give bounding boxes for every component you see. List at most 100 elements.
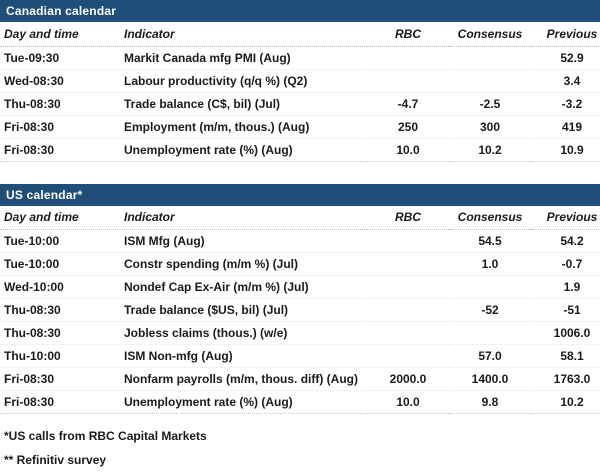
previous-cell: 10.2: [531, 390, 600, 414]
table-row: Fri-08:30 Unemployment rate (%) (Aug) 10.0…: [0, 138, 600, 162]
col-header-day-and-time: Day and time: [0, 22, 120, 47]
previous-cell: 10.9: [531, 138, 600, 162]
indicator-cell: ISM Non-mfg (Aug): [120, 344, 367, 368]
consensus-cell: 300: [449, 115, 531, 139]
col-header-consensus: Consensus: [449, 205, 531, 230]
indicator-cell: Markit Canada mfg PMI (Aug): [120, 46, 367, 70]
consensus-cell: -2.5: [449, 92, 531, 116]
day-time-cell: Wed-10:00: [0, 275, 120, 299]
indicator-cell: Trade balance (C$, bil) (Jul): [120, 92, 367, 116]
footnotes: *US calls from RBC Capital Markets ** Re…: [0, 426, 600, 473]
indicator-cell: Trade balance ($US, bil) (Jul): [120, 298, 367, 322]
us-table-head: Day and time Indicator RBC Consensus Pre…: [0, 205, 600, 230]
table-row: Thu-08:30 Trade balance ($US, bil) (Jul) -…: [0, 298, 600, 322]
col-header-rbc: RBC: [367, 22, 449, 47]
col-header-rbc: RBC: [367, 205, 449, 230]
consensus-cell: 54.5: [449, 229, 531, 253]
day-time-cell: Tue-10:00: [0, 252, 120, 276]
table-row: Fri-08:30 Employment (m/m, thous.) (Aug) 2…: [0, 115, 600, 139]
us-calendar-table: Day and time Indicator RBC Consensus Pre…: [0, 205, 600, 414]
consensus-cell: [449, 321, 531, 345]
rbc-cell: 250: [367, 115, 449, 139]
previous-cell: 3.4: [531, 69, 600, 93]
col-header-previous: Previous: [531, 205, 600, 230]
consensus-cell: [449, 46, 531, 70]
canadian-calendar-header: Canadian calendar: [0, 0, 600, 22]
previous-cell: -51: [531, 298, 600, 322]
consensus-cell: [449, 69, 531, 93]
previous-cell: 58.1: [531, 344, 600, 368]
col-header-previous: Previous: [531, 22, 600, 47]
consensus-cell: 57.0: [449, 344, 531, 368]
table-row: Thu-10:00 ISM Non-mfg (Aug) 57.0 58.1: [0, 344, 600, 368]
day-time-cell: Tue-10:00: [0, 229, 120, 253]
column-header-row: Day and time Indicator RBC Consensus Pre…: [0, 22, 600, 47]
indicator-cell: Nondef Cap Ex-Air (m/m %) (Jul): [120, 275, 367, 299]
day-time-cell: Wed-08:30: [0, 69, 120, 93]
table-row: Thu-08:30 Trade balance (C$, bil) (Jul) -4…: [0, 92, 600, 116]
indicator-cell: ISM Mfg (Aug): [120, 229, 367, 253]
rbc-cell: [367, 321, 449, 345]
consensus-cell: [449, 275, 531, 299]
table-row: Tue-09:30 Markit Canada mfg PMI (Aug) 52.9: [0, 46, 600, 70]
rbc-cell: [367, 252, 449, 276]
previous-cell: 54.2: [531, 229, 600, 253]
rbc-cell: [367, 46, 449, 70]
table-row: Wed-08:30 Labour productivity (q/q %) (Q2…: [0, 69, 600, 93]
indicator-cell: Nonfarm payrolls (m/m, thous. diff) (Aug…: [120, 367, 367, 391]
indicator-cell: Unemployment rate (%) (Aug): [120, 390, 367, 414]
day-time-cell: Fri-08:30: [0, 138, 120, 162]
rbc-cell: [367, 275, 449, 299]
table-row: Tue-10:00 ISM Mfg (Aug) 54.5 54.2: [0, 229, 600, 253]
indicator-cell: Unemployment rate (%) (Aug): [120, 138, 367, 162]
indicator-cell: Labour productivity (q/q %) (Q2): [120, 69, 367, 93]
previous-cell: 419: [531, 115, 600, 139]
day-time-cell: Thu-08:30: [0, 321, 120, 345]
rbc-cell: 10.0: [367, 138, 449, 162]
day-time-cell: Thu-10:00: [0, 344, 120, 368]
us-table-body: Tue-10:00 ISM Mfg (Aug) 54.5 54.2 Tue-10:00 C…: [0, 229, 600, 414]
table-row: Thu-08:30 Jobless claims (thous.) (w/e) 10…: [0, 321, 600, 345]
indicator-cell: Jobless claims (thous.) (w/e): [120, 321, 367, 345]
consensus-cell: -52: [449, 298, 531, 322]
previous-cell: -0.7: [531, 252, 600, 276]
us-calendar-header: US calendar*: [0, 183, 600, 206]
previous-cell: 1006.0: [531, 321, 600, 345]
rbc-cell: [367, 298, 449, 322]
rbc-cell: 2000.0: [367, 367, 449, 391]
canadian-calendar-table: Day and time Indicator RBC Consensus Pre…: [0, 22, 600, 162]
day-time-cell: Fri-08:30: [0, 390, 120, 414]
consensus-cell: 1400.0: [449, 367, 531, 391]
col-header-indicator: Indicator: [120, 22, 367, 47]
previous-cell: 1763.0: [531, 367, 600, 391]
day-time-cell: Thu-08:30: [0, 298, 120, 322]
footnote-us-calls: *US calls from RBC Capital Markets: [4, 429, 207, 443]
canadian-calendar-section: Canadian calendar Day and time Indicator…: [0, 0, 600, 162]
canadian-table-body: Tue-09:30 Markit Canada mfg PMI (Aug) 52.9…: [0, 46, 600, 162]
table-row: Fri-08:30 Unemployment rate (%) (Aug) 10.0…: [0, 390, 600, 414]
rbc-cell: [367, 69, 449, 93]
rbc-cell: 10.0: [367, 390, 449, 414]
us-calendar-section: US calendar* Day and time Indicator RBC …: [0, 183, 600, 414]
indicator-cell: Employment (m/m, thous.) (Aug): [120, 115, 367, 139]
rbc-cell: [367, 229, 449, 253]
day-time-cell: Thu-08:30: [0, 92, 120, 116]
canadian-table-head: Day and time Indicator RBC Consensus Pre…: [0, 22, 600, 47]
rbc-cell: -4.7: [367, 92, 449, 116]
table-row: Tue-10:00 Constr spending (m/m %) (Jul) 1.…: [0, 252, 600, 276]
rbc-cell: [367, 344, 449, 368]
col-header-day-and-time: Day and time: [0, 205, 120, 230]
col-header-consensus: Consensus: [449, 22, 531, 47]
previous-cell: -3.2: [531, 92, 600, 116]
table-row: Fri-08:30 Nonfarm payrolls (m/m, thous. d…: [0, 367, 600, 391]
previous-cell: 1.9: [531, 275, 600, 299]
table-row: Wed-10:00 Nondef Cap Ex-Air (m/m %) (Jul)…: [0, 275, 600, 299]
consensus-cell: 9.8: [449, 390, 531, 414]
day-time-cell: Fri-08:30: [0, 367, 120, 391]
previous-cell: 52.9: [531, 46, 600, 70]
consensus-cell: 1.0: [449, 252, 531, 276]
day-time-cell: Fri-08:30: [0, 115, 120, 139]
consensus-cell: 10.2: [449, 138, 531, 162]
footnote-refinitiv-survey: ** Refinitiv survey: [4, 453, 107, 467]
col-header-indicator: Indicator: [120, 205, 367, 230]
